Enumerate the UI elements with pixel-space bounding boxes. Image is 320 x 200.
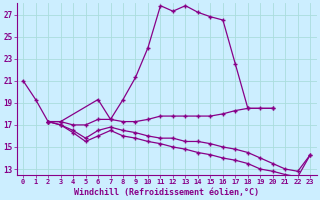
X-axis label: Windchill (Refroidissement éolien,°C): Windchill (Refroidissement éolien,°C) <box>74 188 259 197</box>
